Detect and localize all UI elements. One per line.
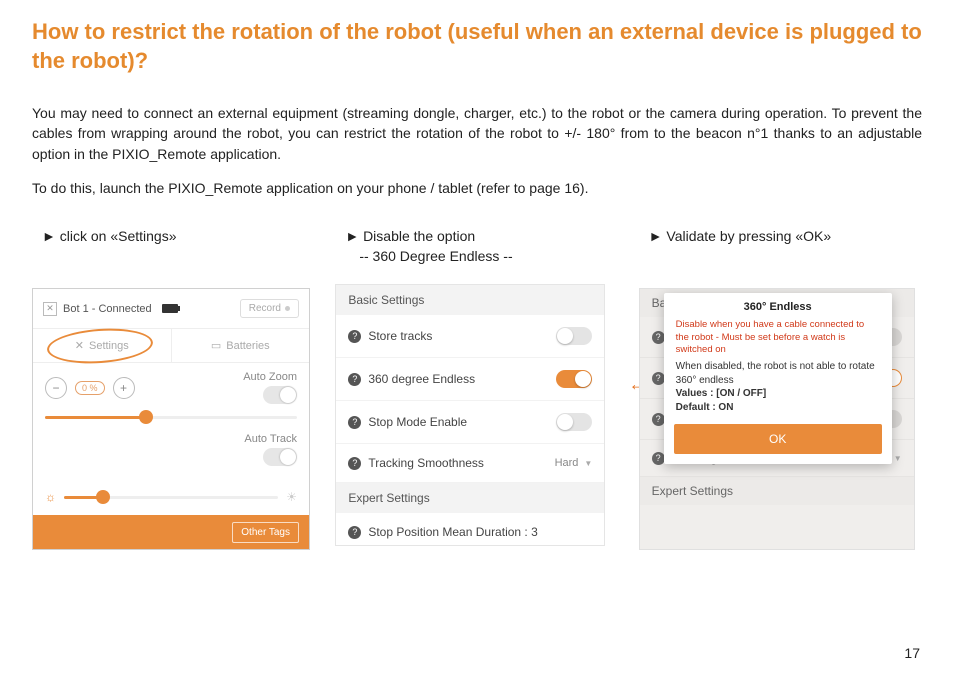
dialog-title: 360° Endless — [664, 293, 892, 319]
help-icon[interactable]: ? — [348, 457, 361, 470]
dialog-line2: Values : [ON / OFF] — [676, 387, 880, 401]
battery-icon — [162, 304, 178, 313]
auto-zoom-label: Auto Zoom — [243, 371, 297, 383]
dialog-warning-text: Disable when you have a cable connected … — [676, 319, 880, 356]
brightness-thumb[interactable] — [96, 490, 110, 504]
step-col-3: ► Validate by pressing «OK» Basic Settin… — [639, 228, 922, 550]
help-icon[interactable]: ? — [348, 373, 361, 386]
expert-settings-header: Expert Settings — [336, 483, 604, 513]
step-col-2: ► Disable the option -- 360 Degree Endle… — [335, 228, 618, 550]
close-icon[interactable]: ✕ — [43, 302, 57, 316]
stop-position-label: Stop Position Mean Duration : 3 — [368, 525, 537, 539]
row-360-endless: ? 360 degree Endless — [336, 358, 604, 401]
tab-batteries[interactable]: ▭ Batteries — [171, 329, 310, 362]
stop-mode-label: Stop Mode Enable — [368, 415, 467, 429]
dialog-line1: When disabled, the robot is not able to … — [676, 360, 880, 387]
zoom-percent: 0 % — [75, 381, 105, 395]
steps-row: ► click on «Settings» ✕ Bot 1 - Connecte… — [32, 228, 922, 550]
intro-paragraph-2: To do this, launch the PIXIO_Remote appl… — [32, 178, 922, 198]
brightness-slider[interactable] — [64, 496, 278, 499]
zoom-slider[interactable] — [45, 416, 297, 419]
zoom-slider-fill — [45, 416, 146, 419]
brightness-high-icon: ☀ — [286, 490, 297, 504]
dialog-360-endless: 360° Endless Disable when you have a cab… — [664, 293, 892, 464]
screenshot-2: Basic Settings ? Store tracks ? 360 degr… — [335, 284, 605, 546]
step3-caption: ► Validate by pressing «OK» — [639, 228, 922, 244]
dialog-ok-button[interactable]: OK — [674, 424, 882, 454]
bot-status-label: Bot 1 - Connected — [63, 303, 152, 315]
store-tracks-label: Store tracks — [368, 329, 432, 343]
brightness-low-icon: ☼ — [45, 490, 56, 504]
page-title: How to restrict the rotation of the robo… — [32, 18, 922, 75]
zoom-in-button[interactable]: + — [113, 377, 135, 399]
row-stop-mode: ? Stop Mode Enable — [336, 401, 604, 444]
step2-caption-b: -- 360 Degree Endless -- — [335, 248, 618, 264]
screenshot-1: ✕ Bot 1 - Connected Record ✕ Settings ▭ … — [32, 288, 310, 550]
endless-label: 360 degree Endless — [368, 372, 475, 386]
step2-caption-a: ► Disable the option — [335, 228, 618, 244]
help-icon[interactable]: ? — [348, 330, 361, 343]
chevron-down-icon: ▼ — [584, 459, 592, 468]
help-icon: ? — [652, 452, 665, 465]
row-smoothness[interactable]: ? Tracking Smoothness Hard ▼ — [336, 444, 604, 483]
row-store-tracks: ? Store tracks — [336, 315, 604, 358]
row-stop-position: ? Stop Position Mean Duration : 3 — [336, 513, 604, 551]
battery-tab-icon: ▭ — [211, 339, 221, 352]
dialog-line3: Default : ON — [676, 401, 880, 415]
zoom-out-button[interactable]: − — [45, 377, 67, 399]
bg-expert-header: Expert Settings — [640, 477, 914, 505]
intro-paragraph-1: You may need to connect an external equi… — [32, 103, 922, 164]
store-tracks-toggle[interactable] — [556, 327, 592, 345]
step1-caption: ► click on «Settings» — [32, 228, 315, 244]
tab-batteries-label: Batteries — [226, 340, 269, 352]
help-icon[interactable]: ? — [348, 416, 361, 429]
step-col-1: ► click on «Settings» ✕ Bot 1 - Connecte… — [32, 228, 315, 550]
record-button[interactable]: Record — [240, 299, 299, 318]
other-tags-button[interactable]: Other Tags — [232, 522, 299, 543]
record-label: Record — [249, 303, 281, 314]
record-dot-icon — [285, 306, 290, 311]
help-icon[interactable]: ? — [348, 526, 361, 539]
endless-toggle[interactable] — [556, 370, 592, 388]
auto-track-toggle[interactable] — [263, 448, 297, 466]
screenshot-3: Basic Settings ? Sto ? 36 ? Stc ? Tracki… — [639, 288, 915, 550]
page-number: 17 — [904, 645, 920, 661]
bottom-bar: Other Tags — [33, 515, 309, 549]
smoothness-label: Tracking Smoothness — [368, 456, 484, 470]
auto-track-label: Auto Track — [244, 433, 297, 445]
stop-mode-toggle[interactable] — [556, 413, 592, 431]
chevron-down-icon: ▼ — [894, 454, 902, 463]
smoothness-value: Hard — [555, 457, 579, 469]
basic-settings-header: Basic Settings — [336, 285, 604, 315]
auto-zoom-toggle[interactable] — [263, 386, 297, 404]
